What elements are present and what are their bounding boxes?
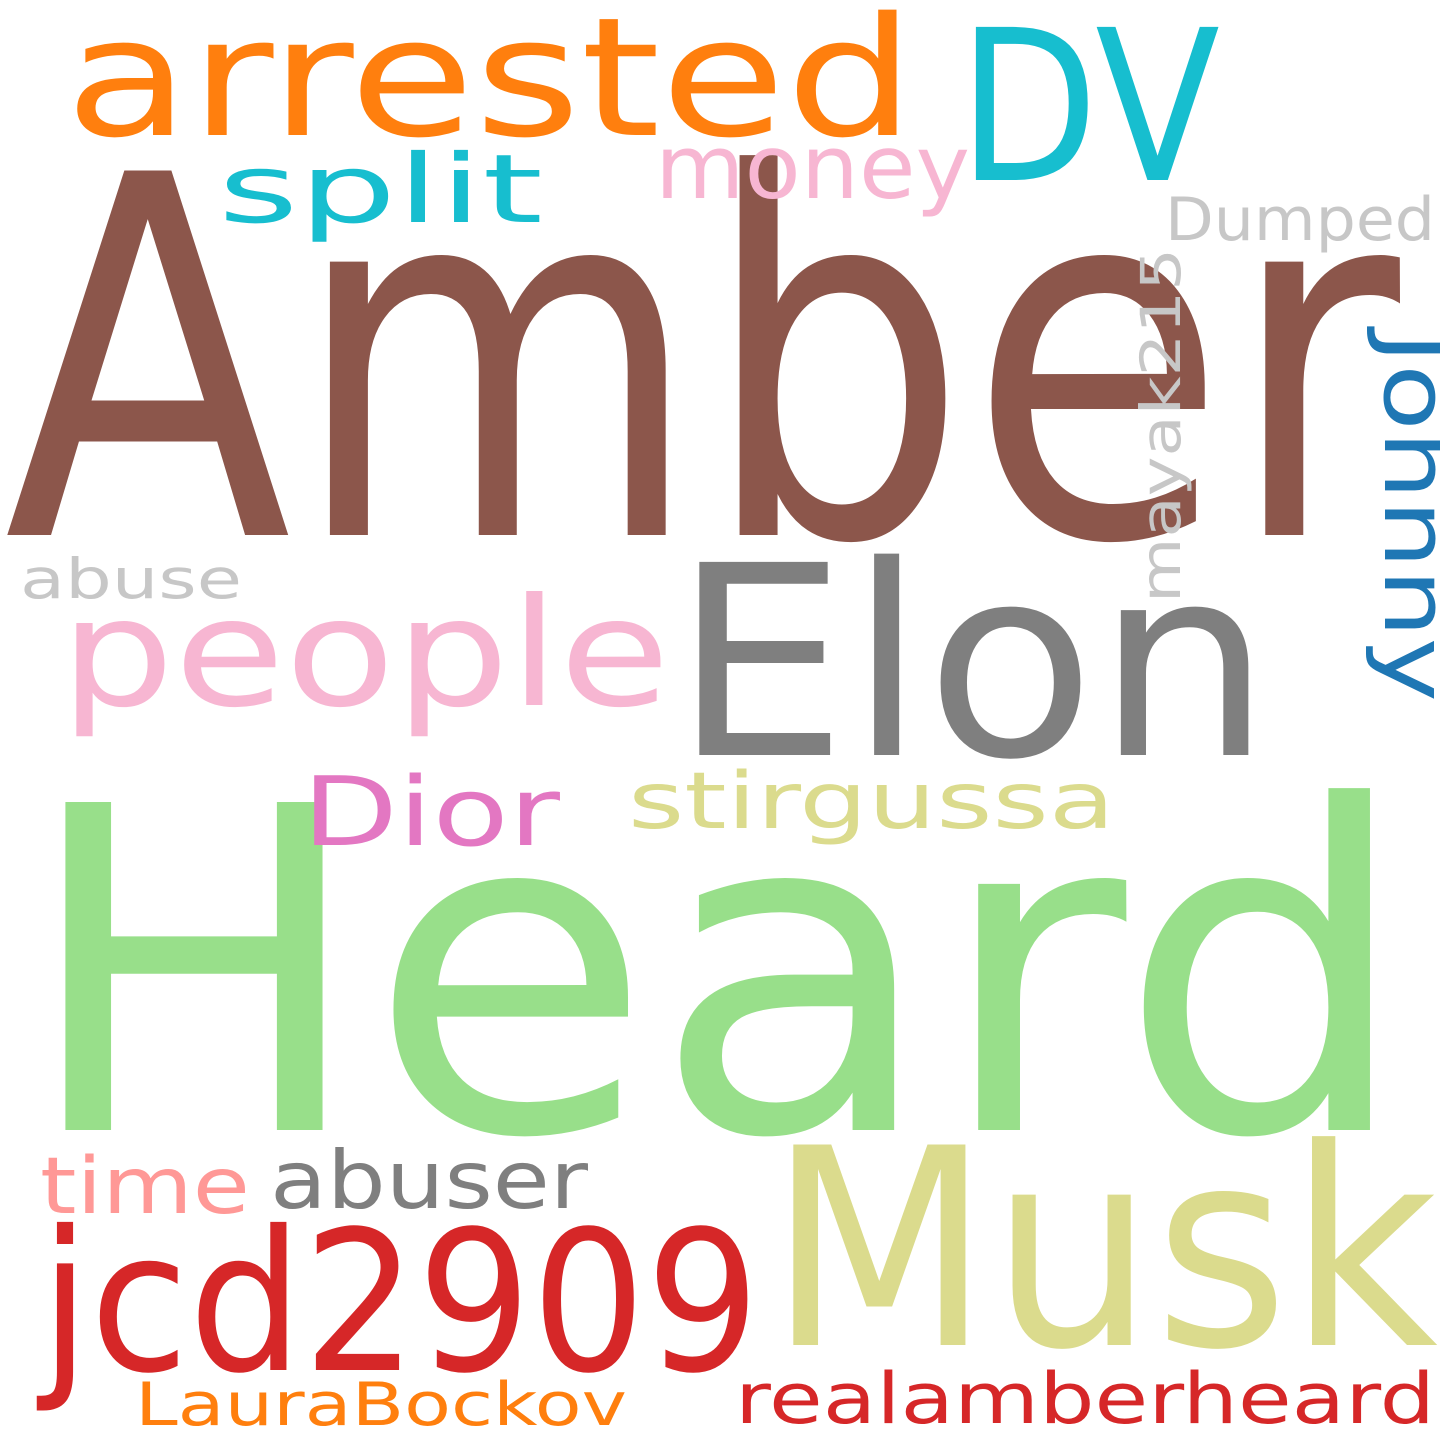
word-split: split	[218, 135, 543, 245]
word-mayak215: mayak215	[1129, 248, 1193, 603]
word-abuse: abuse	[20, 547, 242, 611]
word-musk: Musk	[768, 1090, 1438, 1410]
word-abuser: abuser	[270, 1134, 588, 1227]
word-laurabockov: LauraBockov	[135, 1370, 627, 1440]
word-johnny: Johnny	[1363, 326, 1440, 702]
word-dumped: Dumped	[1165, 185, 1435, 255]
word-stirgussa: stirgussa	[628, 757, 1115, 847]
word-realamberheard: realamberheard	[735, 1358, 1435, 1440]
word-amber: Amber	[4, 71, 1405, 653]
word-arrested: arrested	[65, 0, 915, 174]
word-jcd2909: jcd2909	[36, 1189, 760, 1416]
word-time: time	[40, 1142, 250, 1232]
word-people: people	[60, 567, 670, 741]
word-dv: DV	[958, 0, 1220, 230]
word-dior: Dior	[302, 758, 561, 868]
word-money: money	[655, 116, 970, 219]
word-heard: Heard	[20, 713, 1412, 1237]
word-elon: Elon	[672, 510, 1272, 818]
